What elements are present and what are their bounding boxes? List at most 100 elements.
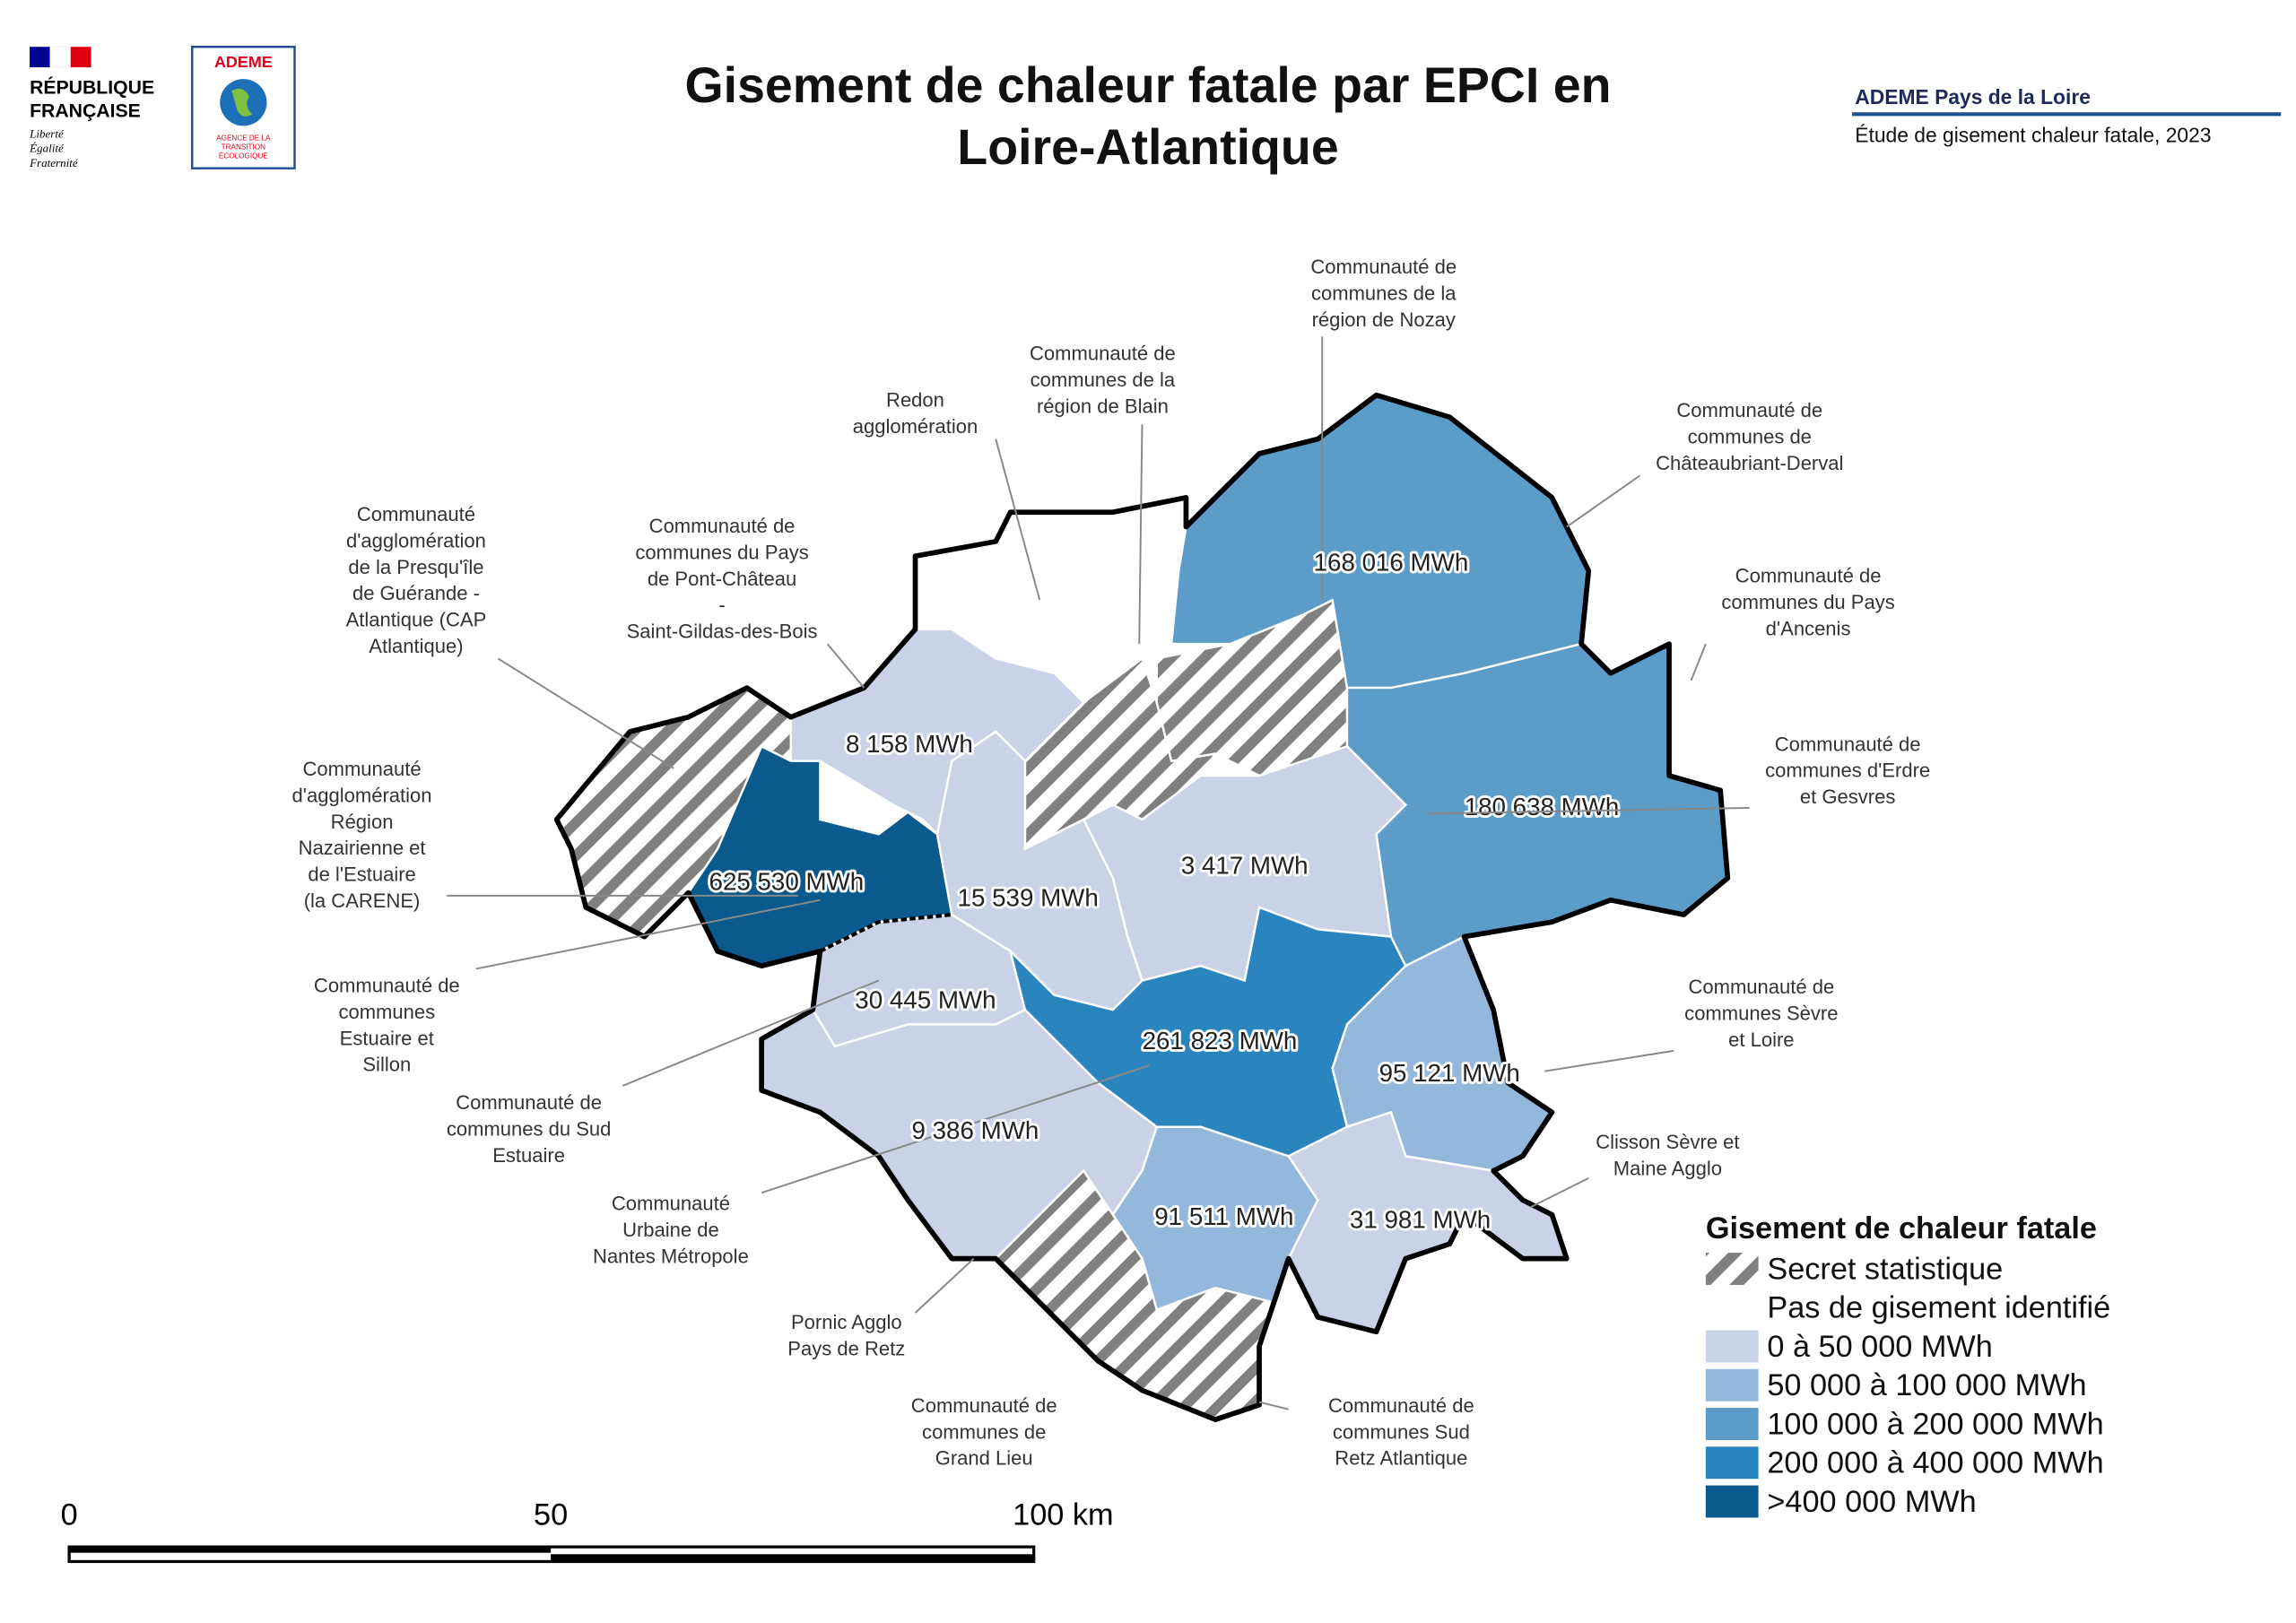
region-name: Région	[331, 811, 394, 833]
legend-swatch	[1705, 1253, 1759, 1285]
legend: Gisement de chaleur fatale Secret statist…	[1705, 1211, 2110, 1519]
logo-republique: RÉPUBLIQUE FRANÇAISE Liberté Égalité Fra…	[29, 46, 154, 169]
regions	[553, 392, 1731, 1422]
region-name: Atlantique (CAP	[346, 609, 487, 631]
legend-label: 100 000 à 200 000 MWh	[1767, 1407, 2103, 1441]
region-name: Estuaire	[492, 1144, 565, 1167]
leader-line	[995, 438, 1041, 601]
leader-line	[1690, 643, 1707, 681]
region-name: Maine Agglo	[1613, 1158, 1722, 1180]
region-name: communes du Pays	[1721, 591, 1894, 613]
leader-line	[1258, 1401, 1289, 1410]
region-name: communes de la	[1031, 369, 1176, 391]
region-name: communes de la	[1311, 282, 1457, 305]
leader-line	[826, 643, 865, 689]
leader-line	[1544, 1049, 1674, 1072]
region-value: 168 016 MWh	[1314, 549, 1469, 577]
leader-line	[1427, 806, 1750, 815]
ademe-sub: AGENCE DE LA	[216, 135, 271, 143]
region-name: de Guérande -	[352, 582, 480, 604]
region-name: Communauté	[357, 503, 475, 525]
leader-line	[475, 898, 821, 970]
title: Loire-Atlantique	[957, 119, 1338, 175]
legend-swatch	[1705, 1330, 1759, 1363]
region-name: Saint-Gildas-des-Bois	[627, 621, 818, 643]
region-name: Redon	[886, 389, 944, 412]
region-name: communes Sèvre	[1684, 1002, 1838, 1025]
legend-swatch	[1705, 1408, 1759, 1440]
region-name: agglomération	[853, 415, 978, 438]
devise: Liberté	[29, 126, 65, 140]
rf-line: RÉPUBLIQUE	[30, 75, 154, 98]
source: ADEME Pays de la Loire	[1855, 85, 2091, 108]
rf-line: FRANÇAISE	[30, 101, 141, 122]
region-name: Communauté de	[1735, 565, 1882, 587]
leader-line	[761, 1064, 1150, 1194]
region-name: Communauté de	[911, 1394, 1057, 1417]
region-name: et Gesvres	[1800, 785, 1895, 808]
region-value: 3 417 MWh	[1181, 851, 1309, 879]
region-name: Pays de Retz	[787, 1337, 905, 1359]
region-value: 625 530 MWh	[709, 867, 865, 895]
scale-label: 50	[534, 1498, 568, 1532]
labels: Redon agglomération Communauté de communes …	[292, 256, 1931, 1470]
region-name: Communauté de	[1688, 976, 1834, 998]
region-value: 9 386 MWh	[911, 1116, 1039, 1144]
region-value: 261 823 MWh	[1143, 1027, 1298, 1055]
region-name: Communauté de	[456, 1091, 602, 1114]
legend-label: 0 à 50 000 MWh	[1767, 1330, 1992, 1364]
region-name: Communauté de	[1310, 256, 1457, 278]
region-name: communes d'Erdre	[1765, 759, 1930, 782]
region-value: 95 121 MWh	[1379, 1059, 1520, 1087]
region-name: Nazairienne et	[299, 837, 426, 859]
devise: Égalité	[29, 142, 65, 155]
legend-label: >400 000 MWh	[1767, 1485, 1976, 1519]
leader-line	[622, 979, 880, 1087]
region-value: 8 158 MWh	[846, 730, 973, 758]
region-name: Communauté de	[1328, 1394, 1474, 1417]
leader-line	[914, 1257, 975, 1314]
title: Gisement de chaleur fatale par EPCI en	[685, 57, 1612, 113]
legend-label: 200 000 à 400 000 MWh	[1767, 1446, 2103, 1480]
region-name: Clisson Sèvre et	[1596, 1131, 1739, 1153]
ademe-sub: TRANSITION	[222, 143, 266, 151]
region-name: Retz Atlantique	[1335, 1447, 1467, 1470]
region-name: communes de	[922, 1420, 1046, 1443]
region-name: communes de	[1688, 426, 1812, 448]
ademe-sub: ÉCOLOGIQUE	[219, 151, 268, 160]
region-name: Communauté de	[1775, 733, 1921, 755]
region-value: 31 981 MWh	[1350, 1205, 1491, 1233]
region-name: de l'Estuaire	[308, 864, 415, 886]
legend-swatch	[1705, 1368, 1759, 1402]
legend-title: Gisement de chaleur fatale	[1706, 1211, 2097, 1245]
region-name: Grand Lieu	[935, 1447, 1033, 1470]
estuary	[819, 913, 952, 953]
region-value: 15 539 MWh	[958, 883, 1099, 911]
logo-ademe: ADEME AGENCE DE LA TRANSITION ÉCOLOGIQUE	[191, 46, 296, 169]
region-value: 180 638 MWh	[1465, 793, 1620, 820]
study: Étude de gisement chaleur fatale, 2023	[1855, 123, 2211, 146]
leader-line	[1138, 424, 1144, 645]
scale-bar: 0 50 100 km	[61, 1498, 1114, 1564]
legend-label: Pas de gisement identifié	[1767, 1291, 2110, 1325]
legend-swatch	[1705, 1446, 1759, 1480]
region-name: d'agglomération	[292, 784, 432, 806]
scale-label: 0	[61, 1498, 78, 1532]
scale-label: 100 km	[1013, 1498, 1113, 1532]
region-name: communes	[338, 1001, 435, 1023]
leader-line	[497, 657, 674, 769]
region-name: Communauté	[302, 758, 421, 780]
region-name: Atlantique)	[369, 635, 463, 657]
region-name: Communauté de	[1030, 342, 1176, 364]
region-value: 30 445 MWh	[855, 986, 996, 1014]
region-name: région de Blain	[1037, 395, 1169, 417]
region-name: de Pont-Château	[648, 568, 796, 590]
region-name: Urbaine de	[622, 1219, 719, 1241]
region-name: Estuaire et	[340, 1027, 434, 1049]
region-name: Châteaubriant-Derval	[1656, 452, 1843, 474]
region-name: de la Presqu'île	[348, 556, 483, 578]
ademe: ADEME	[214, 53, 273, 71]
